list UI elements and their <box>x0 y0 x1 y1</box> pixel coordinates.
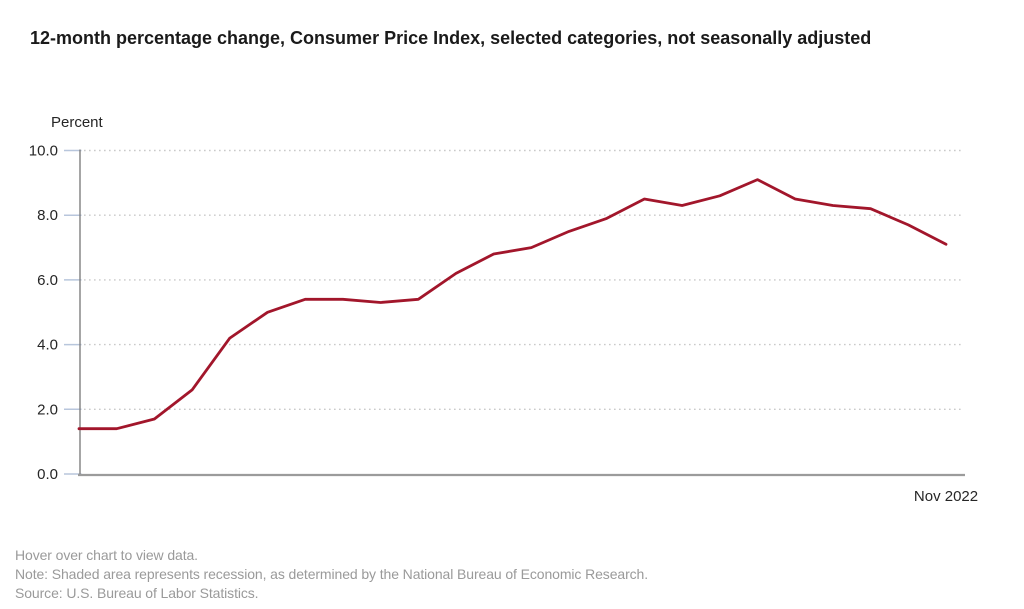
source-text: Source: U.S. Bureau of Labor Statistics. <box>15 585 259 601</box>
y-axis-title: Percent <box>51 114 103 131</box>
x-axis-end-label: Nov 2022 <box>914 488 978 505</box>
y-tick-label: 10.0 <box>29 143 58 160</box>
y-tick-label: 8.0 <box>37 207 58 224</box>
chart-footer: Hover over chart to view data. Note: Sha… <box>15 546 648 603</box>
chart-title: 12-month percentage change, Consumer Pri… <box>30 28 872 48</box>
y-tick-label: 6.0 <box>37 272 58 289</box>
hover-hint-text: Hover over chart to view data. <box>15 547 198 563</box>
y-tick-label: 2.0 <box>37 401 58 418</box>
cpi-data-line[interactable] <box>77 178 948 431</box>
y-tick-label: 4.0 <box>37 337 58 354</box>
recession-note-text: Note: Shaded area represents recession, … <box>15 566 649 582</box>
y-tick-label: 0.0 <box>37 466 58 483</box>
